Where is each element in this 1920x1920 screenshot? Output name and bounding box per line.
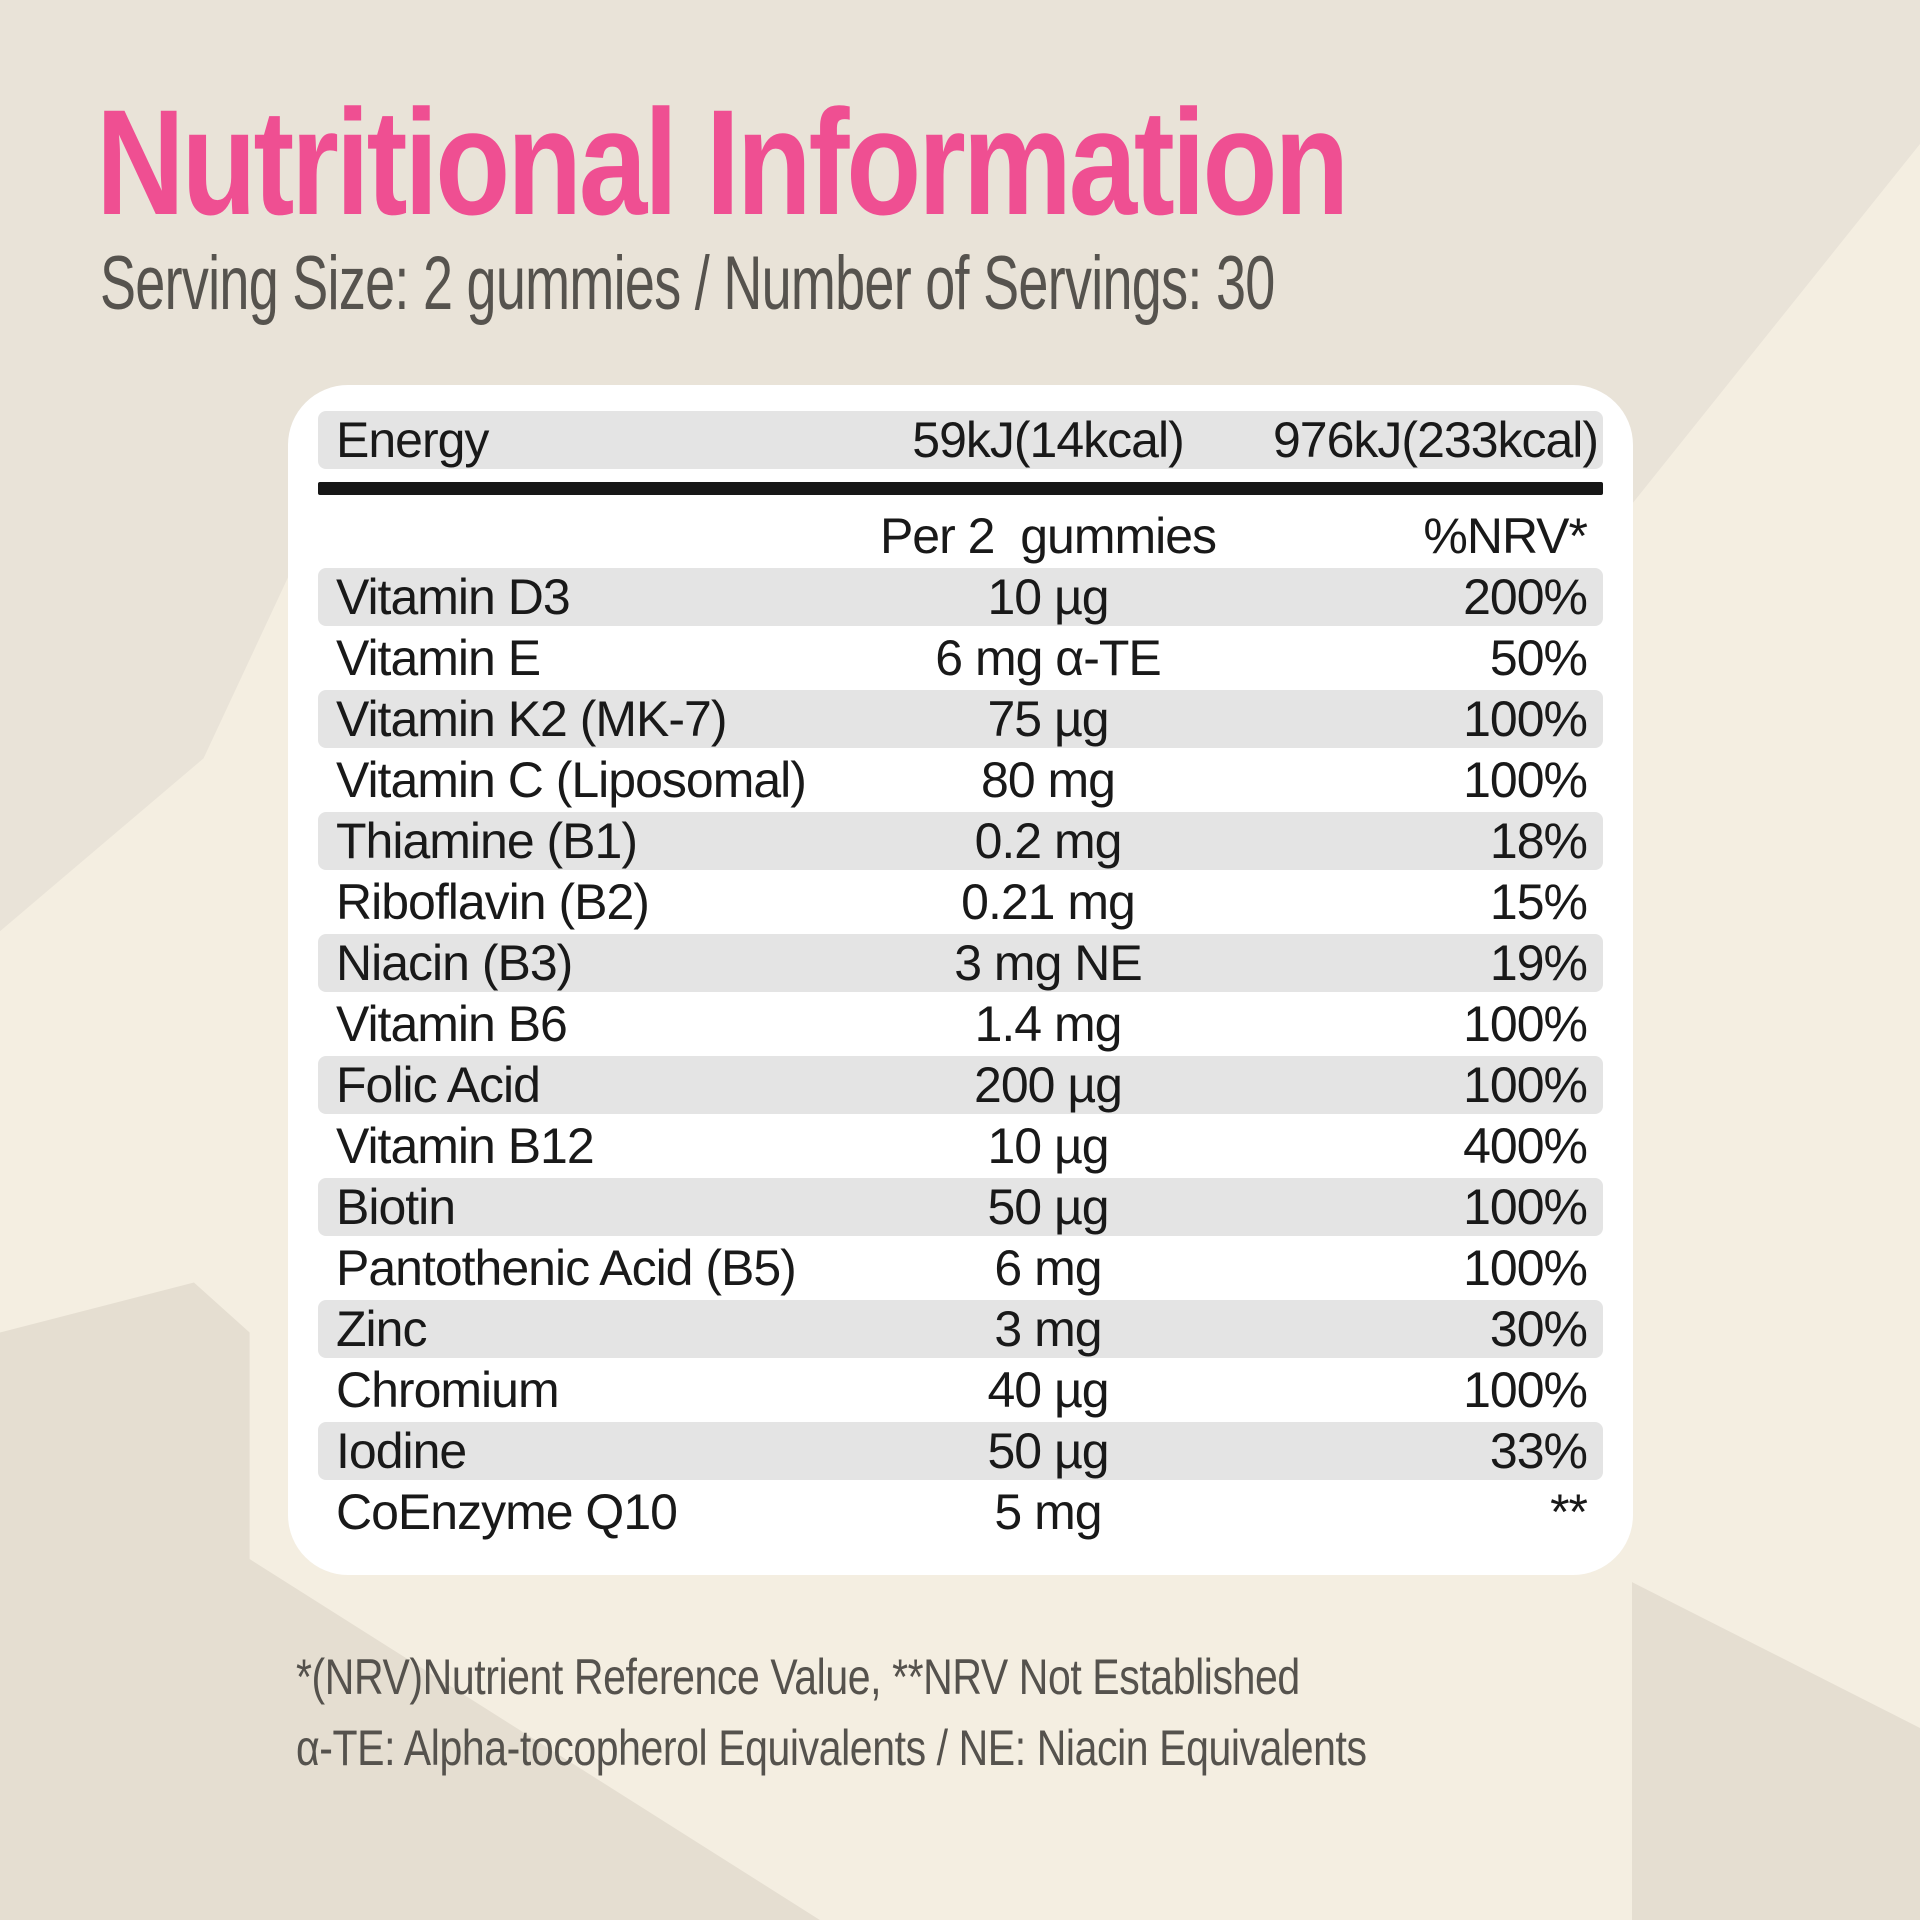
energy-per-serving: 59kJ(14kcal) xyxy=(912,412,1184,468)
nutrient-nrv: 19% xyxy=(1489,935,1588,991)
nutrient-name: Iodine xyxy=(336,1423,467,1479)
table-row: Vitamin D3 10 µg 200% xyxy=(318,568,1603,626)
nutrition-table-card: Energy 59kJ(14kcal) 976kJ(233kcal) Per 2… xyxy=(288,385,1633,1575)
table-row: Riboflavin (B2) 0.21 mg 15% xyxy=(318,873,1603,931)
nutrient-nrv: 200% xyxy=(1463,569,1588,625)
nutrient-nrv: 100% xyxy=(1463,1179,1588,1235)
nutrient-name: Folic Acid xyxy=(336,1057,541,1113)
page-title: Nutritional Information xyxy=(96,78,1349,246)
table-row: Zinc 3 mg 30% xyxy=(318,1300,1603,1358)
table-row: Chromium 40 µg 100% xyxy=(318,1361,1603,1419)
nutrient-amount: 10 µg xyxy=(987,1118,1109,1174)
table-divider xyxy=(318,482,1603,495)
nutrient-amount: 40 µg xyxy=(987,1362,1109,1418)
nutrient-nrv: 33% xyxy=(1489,1423,1588,1479)
nutrient-amount: 50 µg xyxy=(987,1179,1109,1235)
nutrient-name: Vitamin K2 (MK-7) xyxy=(336,691,728,747)
nutrient-amount: 50 µg xyxy=(987,1423,1109,1479)
nutrient-amount: 1.4 mg xyxy=(974,996,1123,1052)
table-row: Biotin 50 µg 100% xyxy=(318,1178,1603,1236)
nutrient-amount: 6 mg xyxy=(994,1240,1102,1296)
energy-row: Energy 59kJ(14kcal) 976kJ(233kcal) xyxy=(318,411,1603,469)
nutrient-name: Riboflavin (B2) xyxy=(336,874,650,930)
nutrient-nrv: 100% xyxy=(1463,1057,1588,1113)
table-header-row: Per 2 gummies %NRV* xyxy=(318,507,1603,565)
serving-info: Serving Size: 2 gummies / Number of Serv… xyxy=(100,241,1275,326)
nutrient-nrv: 100% xyxy=(1463,752,1588,808)
nutrient-nrv: 30% xyxy=(1489,1301,1588,1357)
nutrient-name: Vitamin C (Liposomal) xyxy=(336,752,807,808)
nutrient-amount: 0.21 mg xyxy=(961,874,1136,930)
nutrient-nrv: 100% xyxy=(1463,691,1588,747)
table-row: Niacin (B3) 3 mg NE 19% xyxy=(318,934,1603,992)
energy-label: Energy xyxy=(336,412,489,468)
nutrient-amount: 3 mg xyxy=(994,1301,1102,1357)
nutrient-amount: 10 µg xyxy=(987,569,1109,625)
nutrient-amount: 200 µg xyxy=(974,1057,1123,1113)
nutrient-nrv: 15% xyxy=(1489,874,1588,930)
nutrient-name: Vitamin B6 xyxy=(336,996,568,1052)
table-row: Thiamine (B1) 0.2 mg 18% xyxy=(318,812,1603,870)
nutrient-amount: 80 mg xyxy=(981,752,1116,808)
table-row: Pantothenic Acid (B5) 6 mg 100% xyxy=(318,1239,1603,1297)
nutrient-name: Niacin (B3) xyxy=(336,935,573,991)
nutrient-name: Zinc xyxy=(336,1301,427,1357)
nutrient-nrv: 18% xyxy=(1489,813,1588,869)
nutrient-name: Pantothenic Acid (B5) xyxy=(336,1240,797,1296)
nutrient-nrv: 100% xyxy=(1463,1362,1588,1418)
table-row: Folic Acid 200 µg 100% xyxy=(318,1056,1603,1114)
energy-per-100g: 976kJ(233kcal) xyxy=(1273,412,1599,468)
nutrient-name: Chromium xyxy=(336,1362,560,1418)
nutrient-nrv: 50% xyxy=(1489,630,1588,686)
nutrient-nrv: ** xyxy=(1550,1484,1588,1540)
footnote-line: α-TE: Alpha-tocopherol Equivalents / NE:… xyxy=(296,1720,1367,1776)
nutrient-name: Thiamine (B1) xyxy=(336,813,638,869)
nutrient-name: Vitamin D3 xyxy=(336,569,571,625)
nutrient-amount: 6 mg α-TE xyxy=(935,630,1162,686)
header-amount-label: Per 2 gummies xyxy=(879,508,1217,564)
nutrient-amount: 5 mg xyxy=(994,1484,1102,1540)
nutrient-nrv: 400% xyxy=(1463,1118,1588,1174)
table-row: Vitamin B12 10 µg 400% xyxy=(318,1117,1603,1175)
nutrient-name: Vitamin E xyxy=(336,630,541,686)
table-row: CoEnzyme Q10 5 mg ** xyxy=(318,1483,1603,1541)
nutrient-rows: Vitamin D3 10 µg 200% Vitamin E 6 mg α-TE 50%… xyxy=(318,568,1603,1544)
header-nrv-label: %NRV* xyxy=(1423,508,1588,564)
nutrient-amount: 0.2 mg xyxy=(974,813,1123,869)
nutrient-amount: 3 mg NE xyxy=(954,935,1143,991)
table-row: Iodine 50 µg 33% xyxy=(318,1422,1603,1480)
nutrient-nrv: 100% xyxy=(1463,1240,1588,1296)
nutrient-nrv: 100% xyxy=(1463,996,1588,1052)
table-row: Vitamin K2 (MK-7) 75 µg 100% xyxy=(318,690,1603,748)
nutrient-name: Vitamin B12 xyxy=(336,1118,595,1174)
footnotes: *(NRV)Nutrient Reference Value, **NRV No… xyxy=(296,1642,1367,1784)
nutrient-amount: 75 µg xyxy=(987,691,1109,747)
table-row: Vitamin C (Liposomal) 80 mg 100% xyxy=(318,751,1603,809)
table-row: Vitamin E 6 mg α-TE 50% xyxy=(318,629,1603,687)
table-row: Vitamin B6 1.4 mg 100% xyxy=(318,995,1603,1053)
footnote-line: *(NRV)Nutrient Reference Value, **NRV No… xyxy=(296,1649,1300,1705)
nutrient-name: Biotin xyxy=(336,1179,456,1235)
nutrient-name: CoEnzyme Q10 xyxy=(336,1484,678,1540)
